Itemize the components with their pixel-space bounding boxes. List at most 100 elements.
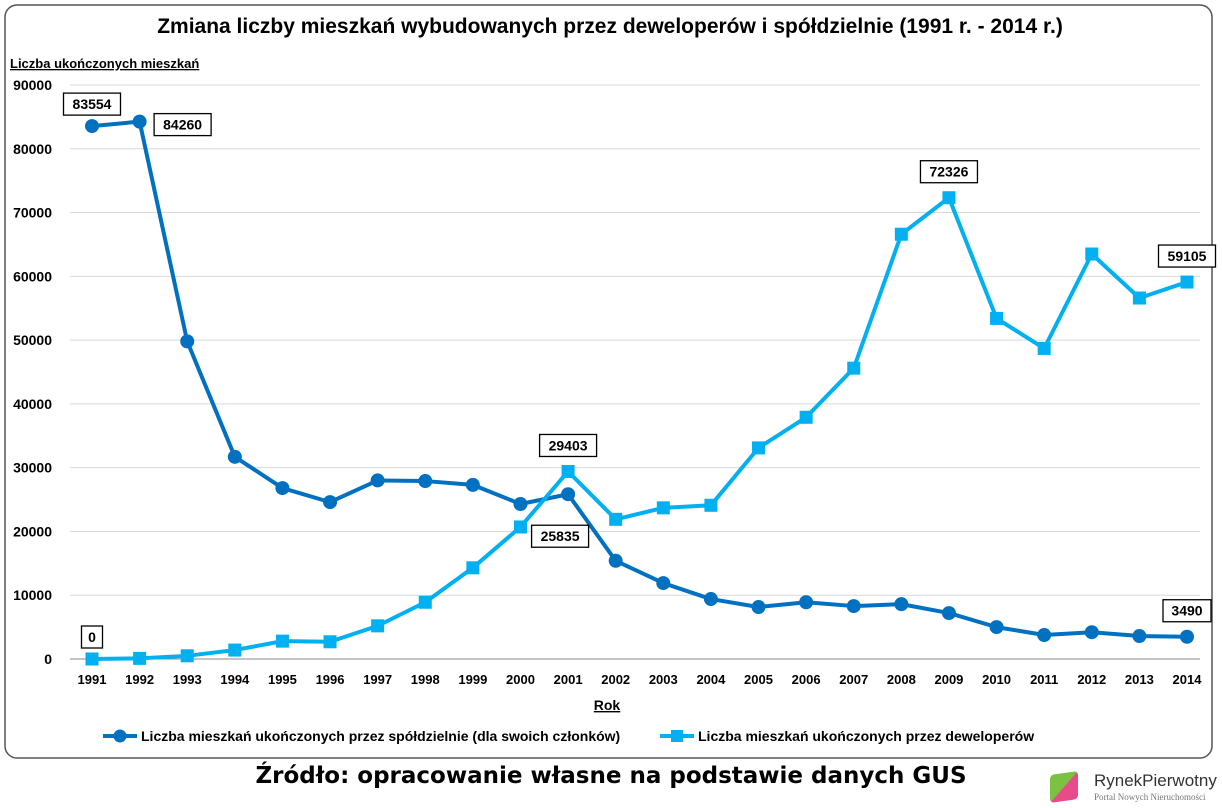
data-label: 0 bbox=[88, 629, 96, 645]
data-point bbox=[513, 520, 527, 534]
data-label: 29403 bbox=[549, 437, 588, 453]
x-tick-label: 2002 bbox=[601, 672, 630, 687]
x-tick-label: 2001 bbox=[554, 672, 583, 687]
data-point bbox=[133, 651, 147, 665]
legend-circle-marker-icon bbox=[113, 729, 127, 743]
data-point bbox=[1132, 629, 1147, 644]
legend-square-marker-icon bbox=[671, 730, 683, 742]
data-label: 72326 bbox=[929, 164, 968, 180]
logo-cube-icon bbox=[1050, 771, 1078, 803]
y-tick-label: 70000 bbox=[13, 205, 52, 221]
data-point bbox=[561, 487, 576, 502]
data-label: 25835 bbox=[541, 528, 580, 544]
data-point bbox=[752, 441, 766, 455]
data-point bbox=[323, 495, 338, 510]
x-tick-label: 2005 bbox=[744, 672, 773, 687]
data-label: 59105 bbox=[1168, 248, 1207, 264]
data-label-box bbox=[1157, 244, 1217, 268]
data-point bbox=[227, 449, 242, 464]
data-label-box bbox=[538, 433, 598, 458]
data-point bbox=[275, 634, 289, 648]
x-tick-label: 1992 bbox=[125, 672, 154, 687]
data-point bbox=[989, 620, 1004, 635]
x-tick-label: 2010 bbox=[982, 672, 1011, 687]
data-point bbox=[1037, 341, 1051, 355]
x-tick-label: 2012 bbox=[1077, 672, 1106, 687]
legend-label: Liczba mieszkań ukończonych przez dewelo… bbox=[698, 728, 1034, 744]
x-tick-label: 2000 bbox=[506, 672, 535, 687]
data-label-box bbox=[919, 160, 979, 184]
data-point bbox=[180, 334, 195, 349]
data-point bbox=[1180, 275, 1194, 289]
y-tick-label: 30000 bbox=[13, 460, 52, 476]
data-label-box bbox=[62, 92, 122, 116]
data-label: 83554 bbox=[73, 96, 112, 112]
logo-tagline: Portal Nowych Nieruchomości bbox=[1094, 792, 1206, 802]
y-axis-label: Liczba ukończonych mieszkań bbox=[10, 56, 199, 71]
y-tick-label: 90000 bbox=[13, 77, 52, 93]
source-note: Źródło: opracowanie własne na podstawie … bbox=[255, 763, 967, 789]
data-point bbox=[703, 592, 718, 607]
data-point bbox=[941, 606, 956, 621]
data-point bbox=[846, 599, 861, 614]
data-point bbox=[1037, 628, 1052, 643]
data-point bbox=[799, 595, 814, 610]
x-tick-label: 1996 bbox=[316, 672, 345, 687]
x-tick-label: 2014 bbox=[1173, 672, 1203, 687]
data-point bbox=[1085, 247, 1099, 261]
data-point bbox=[228, 643, 242, 657]
data-label-box bbox=[530, 524, 590, 548]
data-point bbox=[561, 464, 575, 478]
x-tick-label: 2003 bbox=[649, 672, 678, 687]
x-tick-label: 1993 bbox=[173, 672, 202, 687]
data-point bbox=[847, 361, 861, 375]
data-point bbox=[513, 497, 528, 512]
data-point bbox=[85, 119, 99, 134]
data-point bbox=[942, 191, 956, 205]
data-point bbox=[465, 477, 480, 492]
x-tick-label: 2011 bbox=[1030, 672, 1058, 687]
y-tick-label: 50000 bbox=[13, 332, 52, 348]
x-tick-label: 2013 bbox=[1125, 672, 1154, 687]
data-point bbox=[132, 114, 147, 129]
data-point bbox=[85, 652, 99, 666]
data-label-box bbox=[153, 112, 212, 137]
data-label-box bbox=[1162, 599, 1212, 623]
data-point bbox=[323, 635, 337, 649]
y-tick-label: 40000 bbox=[13, 396, 52, 412]
x-tick-label: 2004 bbox=[696, 672, 726, 687]
data-point bbox=[275, 481, 290, 496]
x-tick-label: 1998 bbox=[411, 672, 440, 687]
data-point bbox=[1132, 291, 1146, 305]
data-label: 3490 bbox=[1171, 603, 1202, 619]
data-point bbox=[180, 649, 194, 663]
data-point bbox=[371, 619, 385, 633]
data-point bbox=[990, 311, 1004, 325]
series-line bbox=[91, 119, 1188, 639]
data-point bbox=[609, 512, 623, 526]
y-tick-label: 80000 bbox=[13, 141, 52, 157]
data-point bbox=[704, 498, 718, 512]
data-point bbox=[894, 227, 908, 241]
data-point bbox=[370, 473, 385, 488]
x-tick-label: 2006 bbox=[792, 672, 821, 687]
chart-frame bbox=[4, 4, 1213, 759]
series-line bbox=[91, 195, 1188, 661]
data-point bbox=[466, 561, 480, 575]
data-point bbox=[656, 501, 670, 515]
data-point bbox=[799, 410, 813, 424]
x-tick-label: 1994 bbox=[220, 672, 250, 687]
chart-title: Zmiana liczby mieszkań wybudowanych prze… bbox=[157, 15, 1063, 38]
y-tick-label: 60000 bbox=[13, 268, 52, 284]
x-tick-label: 2007 bbox=[839, 672, 868, 687]
data-point bbox=[1180, 629, 1194, 644]
data-point bbox=[418, 474, 433, 489]
data-label: 84260 bbox=[163, 117, 202, 133]
logo-name: RynekPierwotny bbox=[1094, 771, 1217, 790]
data-point bbox=[1084, 625, 1099, 640]
x-tick-label: 1997 bbox=[363, 672, 392, 687]
x-axis-label: Rok bbox=[594, 697, 621, 713]
y-tick-label: 20000 bbox=[13, 523, 52, 539]
